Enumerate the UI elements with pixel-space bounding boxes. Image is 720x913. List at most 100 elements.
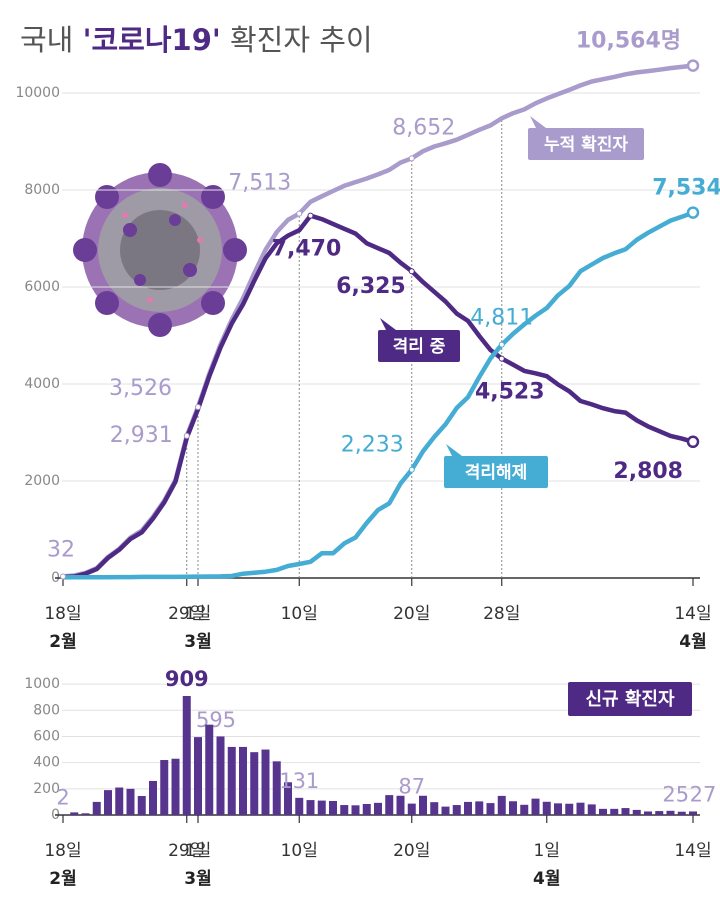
series-label-box — [528, 128, 644, 160]
bar — [272, 761, 281, 815]
point-marker — [195, 403, 201, 410]
data-label: 131 — [279, 769, 319, 793]
y-tick-label: 2000 — [24, 473, 60, 489]
data-label: 7,534 — [652, 176, 720, 201]
bar — [160, 760, 169, 815]
data-label: 595 — [196, 708, 236, 732]
y-tick-label: 1000 — [24, 676, 60, 692]
bar — [644, 811, 652, 815]
chart-title: 국내 '코로나19' 확진자 추이 — [20, 23, 373, 57]
virus-illustration — [73, 163, 247, 337]
series-label: 격리 중 — [393, 337, 446, 357]
title-part: '코로나19' — [83, 23, 221, 57]
bar — [531, 798, 540, 815]
point-marker — [498, 341, 505, 348]
x-tick-label: 1일 — [534, 841, 560, 861]
month-label: 2월 — [49, 869, 76, 889]
y-tick-label: 8000 — [24, 182, 60, 198]
point-marker — [408, 155, 415, 162]
bar — [216, 736, 225, 815]
bar — [329, 800, 337, 815]
bar — [81, 813, 90, 815]
bar — [655, 811, 664, 815]
data-label: 4,523 — [475, 380, 545, 405]
data-label: 4,811 — [470, 306, 533, 331]
series-line — [60, 213, 696, 580]
point-marker — [307, 212, 314, 219]
point-marker — [408, 466, 415, 473]
data-label: 2,808 — [613, 459, 683, 484]
bar — [284, 782, 292, 815]
bar — [677, 811, 686, 815]
x-tick-label: 1일 — [185, 604, 211, 624]
bar — [486, 803, 495, 815]
point-marker — [183, 432, 190, 439]
month-label: 3월 — [184, 869, 211, 889]
bar — [610, 808, 619, 815]
y-tick-label: 400 — [33, 755, 60, 771]
x-tick-label: 18일 — [44, 604, 81, 624]
series-label-box — [378, 330, 460, 362]
bar — [587, 804, 596, 815]
x-tick-label: 10일 — [281, 604, 318, 624]
point-marker — [408, 268, 415, 275]
month-label: 4월 — [679, 632, 706, 652]
bar — [396, 795, 405, 815]
bar — [205, 724, 214, 815]
bar — [239, 746, 247, 815]
bar — [182, 696, 191, 815]
bar — [306, 800, 315, 815]
bar — [115, 787, 124, 815]
bar — [227, 746, 236, 815]
bar — [497, 795, 506, 815]
data-label: 7,513 — [228, 171, 291, 196]
bar — [194, 737, 202, 815]
bar — [565, 803, 574, 815]
series-label: 격리해제 — [465, 463, 528, 483]
month-label: 2월 — [49, 632, 76, 652]
bar — [520, 804, 529, 815]
y-tick-label: 600 — [33, 728, 60, 744]
point-marker — [60, 573, 66, 580]
point-marker — [686, 206, 700, 219]
bar — [542, 801, 551, 815]
x-tick-label: 10일 — [281, 841, 318, 861]
x-tick-label: 28일 — [483, 604, 520, 624]
bar — [171, 758, 180, 815]
bar — [509, 801, 517, 815]
x-tick-label: 20일 — [393, 841, 430, 861]
bar — [351, 805, 360, 815]
point-marker — [686, 59, 700, 72]
month-label: 4월 — [533, 869, 560, 889]
y-tick-label: 200 — [33, 781, 60, 797]
bar — [599, 808, 607, 815]
series-label-pointer — [446, 444, 462, 456]
data-label: 7,470 — [272, 237, 342, 262]
bar — [632, 809, 641, 815]
bar — [475, 801, 484, 815]
month-label: 3월 — [184, 632, 211, 652]
bar — [149, 780, 157, 815]
x-tick-label: 29일 — [168, 841, 205, 861]
bar — [464, 801, 472, 815]
bar — [70, 812, 79, 815]
x-tick-label: 1일 — [185, 841, 211, 861]
bar — [441, 806, 450, 815]
data-label: 10,564명 — [576, 29, 681, 54]
title-part: 확진자 추이 — [221, 23, 373, 57]
data-label: 27 — [690, 782, 717, 806]
bar — [407, 803, 416, 815]
data-label: 87 — [398, 775, 425, 799]
point-marker — [296, 210, 303, 217]
bar — [576, 802, 585, 815]
bar — [104, 790, 112, 815]
title-part: 국내 — [20, 23, 83, 57]
data-label: 2,233 — [341, 433, 404, 458]
data-label: 2,931 — [110, 423, 173, 448]
chart-title-box — [568, 682, 692, 716]
data-label: 909 — [165, 667, 209, 691]
series-line — [60, 210, 696, 580]
series-label-pointer — [530, 116, 546, 128]
bar — [430, 802, 439, 815]
